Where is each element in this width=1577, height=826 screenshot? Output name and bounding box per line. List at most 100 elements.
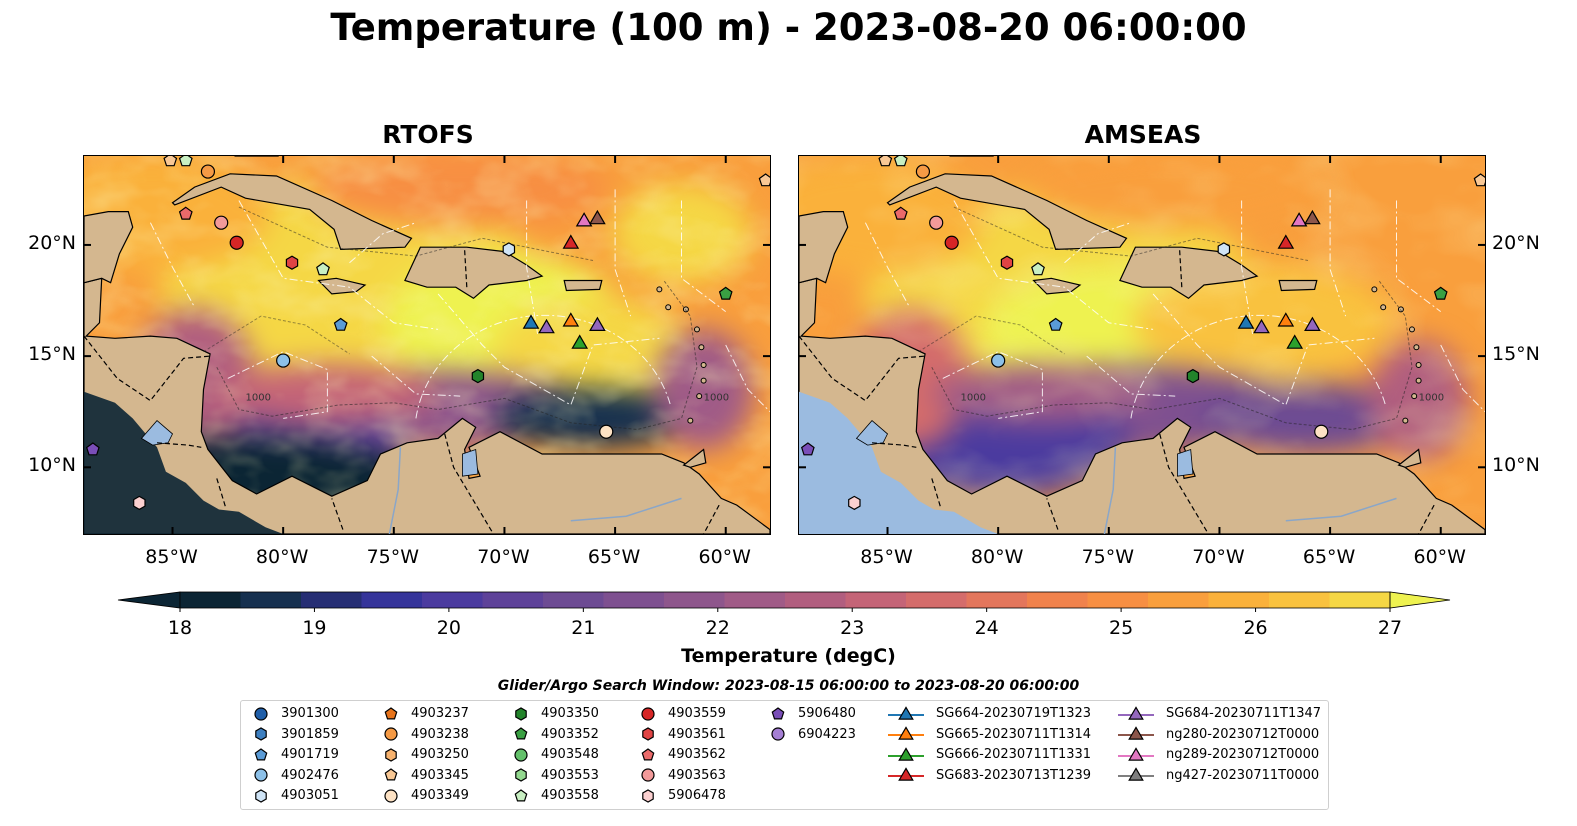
colorbar-tick-label: 23: [840, 617, 864, 639]
legend-label: 4903561: [668, 726, 726, 742]
legend-label: ng427-20230711T0000: [1166, 767, 1320, 783]
glider-marker-SG683-20230713T1239[interactable]: [1277, 234, 1295, 249]
glider-marker-SG684-20230711T1347[interactable]: [1253, 318, 1270, 334]
argo-marker-5906478[interactable]: [133, 495, 146, 511]
argo-marker-4903559[interactable]: [944, 235, 959, 250]
map-panel-rtofs[interactable]: 1000 1000: [83, 155, 771, 535]
glider-marker-SG684-20230711T1347[interactable]: [1304, 316, 1321, 331]
glider-marker-ng289-20230712T0000[interactable]: [1290, 212, 1308, 227]
lon-tick-label: 75°W: [366, 546, 420, 568]
legend-marker-4903238: [384, 727, 398, 741]
argo-marker-4901719[interactable]: [333, 317, 348, 331]
contour-label: 1000: [704, 393, 729, 404]
map-panel-amseas[interactable]: 1000 1000: [798, 155, 1486, 535]
legend-marker-4903558: [514, 788, 528, 801]
argo-marker-4903561[interactable]: [285, 255, 299, 270]
colorbar-tick-label: 24: [975, 617, 999, 639]
argo-marker-4903558[interactable]: [893, 156, 908, 167]
legend-label: 5906480: [798, 706, 856, 721]
glider-marker-ng280-20230712T0000[interactable]: [589, 209, 606, 225]
glider-marker-SG665-20230711T1314[interactable]: [1277, 312, 1295, 327]
argo-marker-4903345[interactable]: [1473, 173, 1485, 187]
legend-item: ng280-20230712T0000: [1116, 725, 1319, 744]
glider-marker-SG684-20230711T1347[interactable]: [538, 318, 555, 334]
legend-item: 4903561: [638, 725, 726, 744]
argo-marker-4903238[interactable]: [200, 164, 216, 179]
legend-item: 4903345: [381, 766, 469, 785]
legend-item: 6904223: [768, 725, 856, 744]
argo-marker-4903350[interactable]: [1186, 368, 1200, 384]
legend-marker-4903051: [255, 788, 267, 803]
argo-marker-4903562[interactable]: [178, 206, 193, 220]
legend-item: 4901719: [251, 745, 339, 764]
legend: 3901300 3901859 4901719 4902476 4903051 49032…: [240, 700, 1329, 810]
argo-marker-4903558[interactable]: [1031, 262, 1045, 276]
glider-marker-ng289-20230712T0000[interactable]: [575, 212, 593, 227]
legend-marker-SG683-20230713T1239: [898, 767, 914, 781]
legend-marker-4903563: [641, 768, 655, 782]
glider-marker-SG665-20230711T1314[interactable]: [562, 312, 580, 327]
glider-marker-SG664-20230719T1323[interactable]: [1237, 314, 1255, 329]
colorbar-tick-label: 27: [1378, 617, 1402, 639]
legend-label: SG684-20230711T1347: [1166, 706, 1322, 721]
legend-marker-3901859: [255, 727, 267, 741]
argo-marker-4903558[interactable]: [316, 262, 330, 276]
legend-item: ng289-20230712T0000: [1116, 745, 1319, 764]
legend-item: 4903349: [381, 786, 469, 805]
argo-marker-4903051[interactable]: [1217, 242, 1231, 257]
argo-marker-4903350[interactable]: [471, 368, 485, 384]
argo-marker-5906480[interactable]: [800, 442, 815, 456]
argo-marker-4901719[interactable]: [1048, 317, 1063, 331]
glider-marker-SG683-20230713T1239[interactable]: [562, 234, 580, 249]
legend-marker-4902476: [254, 768, 268, 782]
legend-item: 4903563: [638, 766, 726, 785]
colorbar-tick-label: 26: [1243, 617, 1267, 639]
argo-marker-4903352[interactable]: [1433, 286, 1448, 300]
argo-marker-4902476[interactable]: [276, 353, 291, 368]
legend-item: 4903051: [251, 786, 339, 805]
legend-item: 4903559: [638, 704, 726, 723]
legend-marker-4903553: [515, 768, 527, 782]
argo-marker-4902476[interactable]: [991, 353, 1006, 368]
glider-marker-SG684-20230711T1347[interactable]: [589, 316, 606, 331]
argo-marker-4903562[interactable]: [893, 206, 908, 220]
argo-marker-4903345[interactable]: [758, 173, 770, 187]
argo-marker-4903558[interactable]: [178, 156, 193, 167]
argo-marker-4903345[interactable]: [163, 156, 178, 167]
argo-marker-5906478[interactable]: [848, 495, 861, 511]
argo-marker-4903051[interactable]: [502, 242, 516, 257]
lon-tick-label: 60°W: [698, 546, 751, 568]
legend-label: 4903562: [668, 747, 726, 762]
legend-marker-4903345: [384, 768, 398, 781]
legend-item: 5906480: [768, 704, 856, 723]
legend-item: 4903237: [381, 704, 469, 723]
argo-marker-4903238[interactable]: [915, 164, 931, 179]
argo-marker-4903561[interactable]: [1000, 255, 1014, 270]
glider-marker-ng280-20230712T0000[interactable]: [1304, 209, 1321, 225]
legend-label: 4903345: [411, 767, 469, 783]
legend-label: 6904223: [798, 726, 856, 742]
search-window-caption: Glider/Argo Search Window: 2023-08-15 06…: [497, 678, 1080, 694]
argo-marker-4903563[interactable]: [929, 215, 944, 230]
legend-marker-4903561: [642, 727, 654, 741]
legend-item: SG665-20230711T1314: [886, 725, 1091, 744]
legend-marker-SG664-20230719T1323: [898, 705, 914, 720]
argo-marker-4903352[interactable]: [718, 286, 733, 300]
lon-tick-label: 75°W: [1081, 546, 1135, 568]
argo-marker-5906480[interactable]: [85, 442, 100, 456]
legend-marker-4901719: [254, 747, 268, 760]
legend-label: 4903237: [411, 706, 469, 721]
glider-marker-SG666-20230711T1331[interactable]: [571, 334, 589, 349]
argo-marker-4903563[interactable]: [214, 215, 229, 230]
argo-marker-4903349[interactable]: [599, 424, 614, 439]
argo-marker-4903349[interactable]: [1314, 424, 1329, 439]
glider-marker-SG664-20230719T1323[interactable]: [522, 314, 540, 329]
legend-label: 4903558: [541, 788, 599, 803]
legend-marker-4903250: [385, 747, 397, 762]
lat-tick-label: 15°N: [28, 343, 76, 366]
glider-marker-SG666-20230711T1331[interactable]: [1286, 334, 1304, 349]
argo-marker-4903559[interactable]: [229, 235, 244, 250]
legend-item: 4903558: [511, 786, 599, 805]
argo-marker-4903345[interactable]: [878, 156, 893, 167]
legend-marker-5906478: [642, 788, 654, 803]
